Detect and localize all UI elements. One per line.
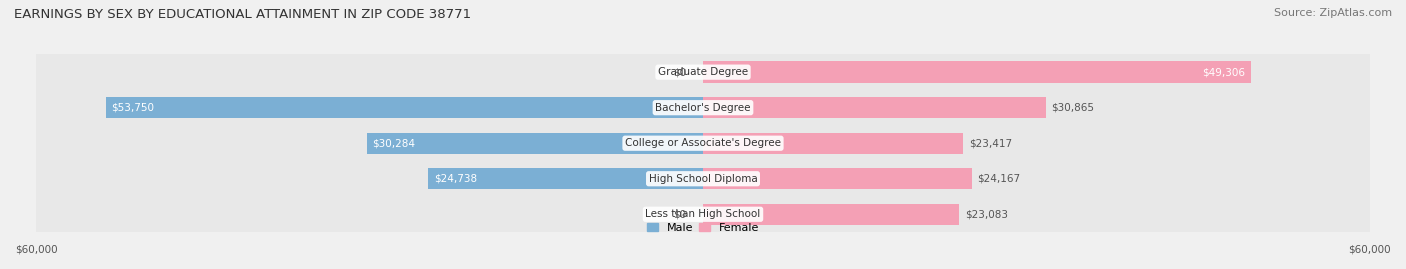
Bar <box>37 54 1369 90</box>
Text: Less than High School: Less than High School <box>645 209 761 219</box>
Bar <box>37 161 1369 196</box>
Bar <box>703 168 972 189</box>
Bar <box>37 90 1369 125</box>
Legend: Male, Female: Male, Female <box>643 218 763 238</box>
Bar <box>703 62 1251 83</box>
Text: Bachelor's Degree: Bachelor's Degree <box>655 103 751 113</box>
Bar <box>427 168 703 189</box>
Text: $24,167: $24,167 <box>977 174 1021 184</box>
Bar <box>703 133 963 154</box>
Text: $30,865: $30,865 <box>1052 103 1094 113</box>
Bar <box>37 125 1369 161</box>
Bar <box>703 97 1046 118</box>
Bar <box>37 196 1369 232</box>
Text: $49,306: $49,306 <box>1202 67 1246 77</box>
Text: $0: $0 <box>673 67 686 77</box>
Text: High School Diploma: High School Diploma <box>648 174 758 184</box>
Bar <box>105 97 703 118</box>
Text: EARNINGS BY SEX BY EDUCATIONAL ATTAINMENT IN ZIP CODE 38771: EARNINGS BY SEX BY EDUCATIONAL ATTAINMEN… <box>14 8 471 21</box>
Text: $24,738: $24,738 <box>433 174 477 184</box>
Text: College or Associate's Degree: College or Associate's Degree <box>626 138 780 148</box>
Text: Source: ZipAtlas.com: Source: ZipAtlas.com <box>1274 8 1392 18</box>
Bar <box>367 133 703 154</box>
Text: $30,284: $30,284 <box>373 138 415 148</box>
Text: $0: $0 <box>673 209 686 219</box>
Text: $23,083: $23,083 <box>965 209 1008 219</box>
Text: Graduate Degree: Graduate Degree <box>658 67 748 77</box>
Text: $23,417: $23,417 <box>969 138 1012 148</box>
Bar <box>703 204 959 225</box>
Text: $53,750: $53,750 <box>111 103 155 113</box>
